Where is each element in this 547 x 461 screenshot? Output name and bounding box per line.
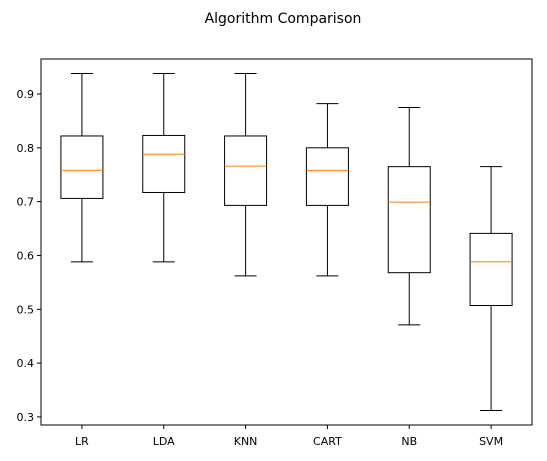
iqr-box — [387, 166, 431, 274]
y-tick-label: 0.3 — [17, 411, 35, 424]
x-axis: LR LDA KNN CART NB SVM — [75, 425, 503, 448]
y-tick-label: 0.5 — [17, 303, 35, 316]
x-tick-label: SVM — [479, 435, 503, 448]
box-lr — [60, 73, 104, 263]
x-tick-label: KNN — [234, 435, 258, 448]
iqr-box — [142, 134, 186, 193]
x-tick-label: LR — [75, 435, 89, 448]
iqr-box — [60, 135, 104, 199]
box-nb — [387, 106, 431, 326]
box-svm — [469, 166, 513, 411]
y-tick-label: 0.9 — [17, 88, 35, 101]
x-tick-label: LDA — [153, 435, 175, 448]
box-lda — [142, 73, 186, 263]
plot-frame — [40, 58, 533, 426]
y-tick-label: 0.6 — [17, 249, 35, 262]
iqr-box — [469, 232, 513, 307]
y-tick-label: 0.4 — [17, 357, 35, 370]
box-cart — [305, 103, 349, 277]
iqr-box — [224, 135, 268, 206]
box-knn — [224, 73, 268, 277]
x-tick-label: CART — [313, 435, 342, 448]
boxes-group — [60, 73, 513, 411]
y-axis: 0.3 0.4 0.5 0.6 0.7 0.8 0.9 — [17, 88, 41, 424]
chart-title: Algorithm Comparison — [205, 11, 362, 27]
iqr-box — [305, 147, 349, 206]
x-tick-label: NB — [401, 435, 417, 448]
y-tick-label: 0.7 — [17, 196, 35, 209]
y-tick-label: 0.8 — [17, 142, 35, 155]
